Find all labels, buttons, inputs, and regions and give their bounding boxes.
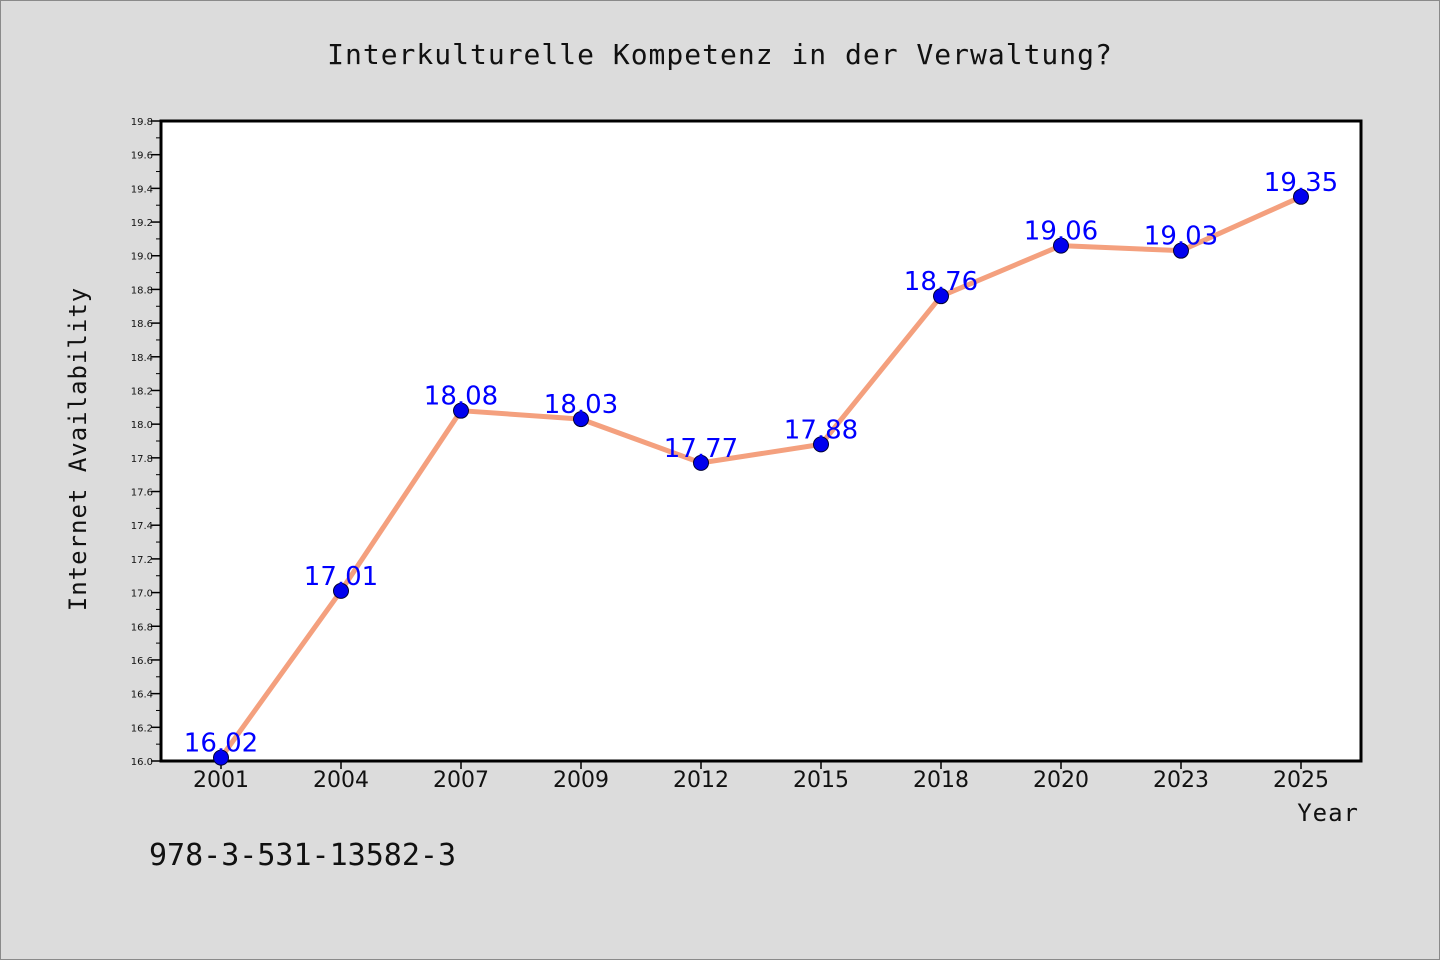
data-points bbox=[213, 188, 1309, 766]
y-tick-label: 18.4 bbox=[131, 353, 153, 364]
data-label: 17.77 bbox=[664, 434, 738, 464]
y-tick-label: 19.6 bbox=[131, 151, 153, 162]
data-label: 18.03 bbox=[544, 390, 618, 420]
data-label: 18.08 bbox=[424, 382, 498, 412]
y-tick-label: 16.4 bbox=[131, 690, 153, 701]
x-axis-label: Year bbox=[1297, 799, 1359, 827]
y-tick-label: 19.4 bbox=[131, 184, 153, 195]
x-tick-label: 2007 bbox=[433, 768, 489, 793]
y-tick-label: 16.2 bbox=[131, 723, 153, 734]
series-line bbox=[218, 194, 1304, 761]
y-tick-label: 19.8 bbox=[131, 117, 153, 128]
x-tick-label: 2015 bbox=[793, 768, 849, 793]
y-tick-label: 17.2 bbox=[131, 555, 153, 566]
y-tick-label: 17.8 bbox=[131, 454, 153, 465]
data-label: 17.01 bbox=[304, 562, 378, 592]
data-label: 16.02 bbox=[184, 729, 258, 759]
y-tick-label: 18.6 bbox=[131, 319, 153, 330]
data-point bbox=[333, 582, 349, 599]
y-tick-label: 16.8 bbox=[131, 622, 153, 633]
data-label: 18.76 bbox=[904, 267, 978, 297]
y-tick-label: 17.6 bbox=[131, 488, 153, 499]
y-tick-label: 18.8 bbox=[131, 285, 153, 296]
data-point bbox=[933, 288, 949, 305]
y-tick-label: 16.6 bbox=[131, 656, 153, 667]
x-tick-label: 2001 bbox=[193, 768, 249, 793]
data-point bbox=[813, 436, 829, 453]
data-label: 19.06 bbox=[1024, 217, 1098, 247]
x-tick-label: 2012 bbox=[673, 768, 729, 793]
plot-area bbox=[159, 119, 1363, 763]
y-axis: 16.0 16.2 16.4 16.6 16.8 17.0 17.2 17.4 17.6 17.8… bbox=[131, 117, 161, 768]
data-labels: 16.02 17.01 18.08 18.03 17.77 17.88 18.76 19.06… bbox=[184, 168, 1338, 759]
y-tick-label: 17.4 bbox=[131, 521, 153, 532]
data-label: 19.35 bbox=[1264, 168, 1338, 198]
x-tick-label: 2009 bbox=[553, 768, 609, 793]
x-tick-label: 2020 bbox=[1033, 768, 1089, 793]
x-axis: 2001 2004 2007 2009 2012 2015 2018 2020 2023 2025 bbox=[193, 761, 1329, 793]
x-tick-label: 2004 bbox=[313, 768, 369, 793]
data-point bbox=[693, 454, 709, 471]
x-tick-label: 2025 bbox=[1273, 768, 1329, 793]
isbn-footer-text: 978-3-531-13582-3 bbox=[149, 838, 456, 873]
data-point bbox=[573, 411, 589, 428]
data-point bbox=[1173, 242, 1189, 259]
data-point bbox=[213, 749, 229, 766]
y-tick-label: 19.0 bbox=[131, 252, 153, 263]
y-tick-label: 18.0 bbox=[131, 420, 153, 431]
data-point bbox=[1293, 188, 1309, 205]
y-tick-label: 17.0 bbox=[131, 589, 153, 600]
y-tick-label: 19.2 bbox=[131, 218, 153, 229]
x-tick-label: 2018 bbox=[913, 768, 969, 793]
data-label: 19.03 bbox=[1144, 222, 1218, 252]
chart-title: Interkulturelle Kompetenz in der Verwalt… bbox=[327, 38, 1113, 71]
data-point bbox=[453, 402, 469, 419]
y-tick-label: 18.2 bbox=[131, 386, 153, 397]
y-axis-label: Internet Availability bbox=[64, 287, 92, 611]
data-label: 17.88 bbox=[784, 415, 858, 445]
data-point bbox=[1053, 237, 1069, 254]
series-polyline bbox=[218, 194, 1304, 761]
y-tick-label: 16.0 bbox=[131, 757, 153, 768]
x-tick-label: 2023 bbox=[1153, 768, 1209, 793]
